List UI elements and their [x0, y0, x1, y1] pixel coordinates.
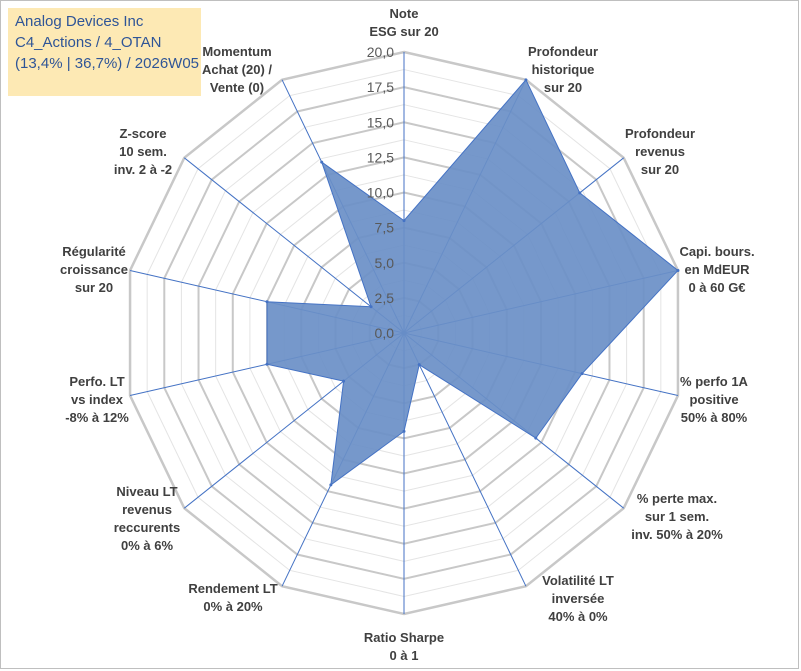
series-point	[524, 78, 528, 82]
axis-label: Z-score 10 sem. inv. 2 à -2	[114, 126, 172, 177]
series-point	[402, 429, 406, 433]
axis-label: Volatilité LT inversée 40% à 0%	[542, 573, 614, 624]
series-point	[417, 363, 421, 367]
series-point	[329, 483, 333, 487]
series-point	[369, 305, 373, 309]
series-point	[342, 379, 346, 383]
series-points	[265, 78, 680, 487]
series-point	[265, 300, 269, 304]
series-point	[580, 372, 584, 376]
axis-labels: Note ESG sur 20 Profondeur historique sur 20…	[60, 6, 755, 663]
title-line-3: (13,4% | 36,7%) / 2026W05	[15, 55, 199, 72]
axis-label: Ratio Sharpe 0 à 1	[364, 630, 444, 663]
tick-labels: 0,0 2,5 5,0 7,5 10,0 12,5 15,0 17,5 20,0	[367, 44, 394, 341]
tick-label: 0,0	[375, 325, 395, 341]
axis-label: Capi. bours. en MdEUR 0 à 60 G€	[679, 244, 754, 295]
axis-label: Note ESG sur 20	[369, 6, 438, 39]
title-box: Analog Devices Inc C4_Actions / 4_OTAN (…	[8, 8, 201, 96]
axis-label: % perte max. sur 1 sem. inv. 50% à 20%	[631, 491, 723, 542]
series-area	[266, 78, 679, 486]
axis-spoke	[403, 332, 527, 587]
axis-label: Régularité croissance sur 20	[60, 244, 128, 295]
tick-label: 10,0	[367, 185, 394, 201]
tick-label: 17,5	[367, 79, 394, 95]
tick-label: 12,5	[367, 149, 394, 165]
axis-label: Niveau LT revenus reccurents 0% à 6%	[114, 484, 180, 553]
tick-label: 20,0	[367, 44, 394, 60]
axis-label: Rendement LT 0% à 20%	[188, 581, 277, 614]
axis-label: Perfo. LT vs index -8% à 12%	[65, 374, 129, 425]
axis-spoke	[183, 157, 405, 334]
series-point	[402, 219, 406, 223]
series-point	[534, 436, 538, 440]
title-line-2: C4_Actions / 4_OTAN	[15, 34, 162, 51]
tick-label: 7,5	[375, 220, 395, 236]
tick-label: 15,0	[367, 114, 394, 130]
axis-label: Profondeur revenus sur 20	[625, 126, 695, 177]
axis-label: Profondeur historique sur 20	[528, 44, 598, 95]
series-point	[578, 191, 582, 195]
series-point	[320, 160, 324, 164]
axis-label: % perfo 1A positive 50% à 80%	[680, 374, 749, 425]
series-point	[265, 362, 269, 366]
tick-label: 5,0	[375, 255, 395, 271]
axis-label: Momentum Achat (20) / Vente (0)	[202, 44, 272, 95]
tick-label: 2,5	[375, 290, 395, 306]
title-line-1: Analog Devices Inc	[15, 13, 144, 30]
series-point	[676, 268, 680, 272]
